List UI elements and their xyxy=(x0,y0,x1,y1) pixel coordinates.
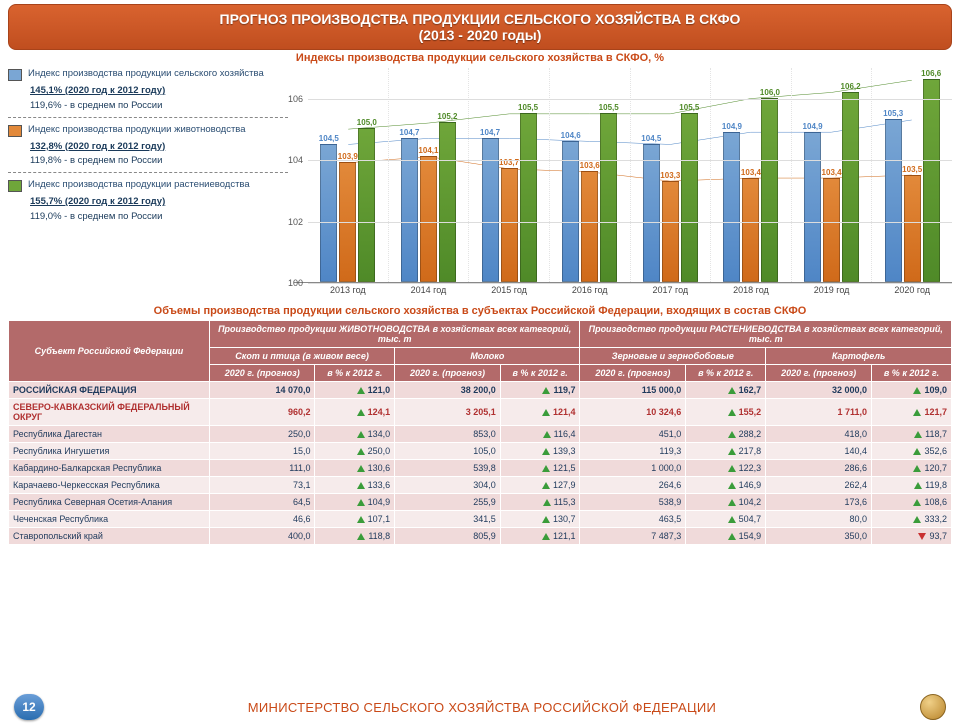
table-row: Республика Северная Осетия-Алания64,5104… xyxy=(9,494,952,511)
table-row: СЕВЕРО-КАВКАЗСКИЙ ФЕДЕРАЛЬНЫЙ ОКРУГ960,2… xyxy=(9,399,952,426)
trend-up-icon xyxy=(728,431,736,438)
trend-up-icon xyxy=(913,448,921,455)
chart-bar: 103,4 xyxy=(742,178,759,282)
footer-text: МИНИСТЕРСТВО СЕЛЬСКОГО ХОЗЯЙСТВА РОССИЙС… xyxy=(44,700,920,715)
trend-dn-icon xyxy=(918,533,926,540)
chart-bar: 103,5 xyxy=(904,175,921,283)
chart-bar: 104,5 xyxy=(320,144,337,282)
page-footer: 12 МИНИСТЕРСТВО СЕЛЬСКОГО ХОЗЯЙСТВА РОСС… xyxy=(0,694,960,720)
trend-up-icon xyxy=(543,499,551,506)
trend-up-icon xyxy=(357,448,365,455)
trend-up-icon xyxy=(357,499,365,506)
trend-up-icon xyxy=(357,409,365,416)
chart-bar: 105,3 xyxy=(885,119,902,282)
table-row: РОССИЙСКАЯ ФЕДЕРАЦИЯ14 070,0121,038 200,… xyxy=(9,382,952,399)
legend-label: Индекс производства продукции растениево… xyxy=(28,179,250,192)
chart-title: Индексы производства продукции сельского… xyxy=(0,52,960,64)
trend-up-icon xyxy=(728,482,736,489)
chart-bar: 104,9 xyxy=(723,132,740,283)
trend-up-icon xyxy=(542,533,550,540)
chart-bar: 103,4 xyxy=(823,178,840,282)
trend-up-icon xyxy=(542,516,550,523)
legend-swatch xyxy=(8,69,22,81)
chart-bar: 103,7 xyxy=(501,168,518,282)
legend-swatch xyxy=(8,180,22,192)
table-row: Республика Ингушетия15,0250,0105,0139,31… xyxy=(9,443,952,460)
trend-up-icon xyxy=(542,482,550,489)
trend-up-icon xyxy=(913,499,921,506)
chart-bar: 103,3 xyxy=(662,181,679,282)
trend-up-icon xyxy=(542,387,550,394)
trend-up-icon xyxy=(357,516,365,523)
trend-up-icon xyxy=(543,431,551,438)
trend-up-icon xyxy=(914,482,922,489)
chart-bar: 106,2 xyxy=(842,92,859,282)
legend-label: Индекс производства продукции сельского … xyxy=(28,68,264,81)
trend-up-icon xyxy=(728,516,736,523)
chart-bar: 105,5 xyxy=(681,113,698,282)
chart-bar: 105,0 xyxy=(358,128,375,282)
trend-up-icon xyxy=(357,387,365,394)
trend-up-icon xyxy=(728,387,736,394)
table-row: Республика Дагестан250,0134,0853,0116,44… xyxy=(9,426,952,443)
chart-bar: 106,6 xyxy=(923,79,940,282)
legend-swatch xyxy=(8,125,22,137)
table-row: Карачаево-Черкесская Республика73,1133,6… xyxy=(9,477,952,494)
chart-bar: 105,5 xyxy=(600,113,617,282)
chart-bar: 104,1 xyxy=(420,156,437,282)
chart-bar: 104,6 xyxy=(562,141,579,282)
trend-up-icon xyxy=(913,516,921,523)
trend-up-icon xyxy=(914,431,922,438)
chart-bar: 106,0 xyxy=(761,98,778,282)
page-header: ПРОГНОЗ ПРОИЗВОДСТВА ПРОДУКЦИИ СЕЛЬСКОГО… xyxy=(8,4,952,50)
trend-up-icon xyxy=(357,431,365,438)
page-number: 12 xyxy=(14,694,44,720)
chart-bar: 105,2 xyxy=(439,122,456,282)
trend-up-icon xyxy=(542,465,550,472)
trend-up-icon xyxy=(542,409,550,416)
chart-bar: 103,6 xyxy=(581,171,598,282)
table-row: Ставропольский край400,0118,8805,9121,17… xyxy=(9,528,952,545)
trend-up-icon xyxy=(728,409,736,416)
chart-bar: 104,9 xyxy=(804,132,821,283)
chart-bar: 105,5 xyxy=(520,113,537,282)
trend-up-icon xyxy=(913,465,921,472)
chart-bar: 104,5 xyxy=(643,144,660,282)
bar-chart: 104,5103,9105,02013 год104,7104,1105,220… xyxy=(294,68,952,283)
trend-up-icon xyxy=(728,465,736,472)
trend-up-icon xyxy=(728,448,736,455)
trend-up-icon xyxy=(357,482,365,489)
trend-up-icon xyxy=(357,533,365,540)
trend-up-icon xyxy=(913,387,921,394)
ministry-logo-icon xyxy=(920,694,946,720)
trend-up-icon xyxy=(728,533,736,540)
trend-up-icon xyxy=(728,499,736,506)
chart-legend: Индекс производства продукции сельского … xyxy=(8,68,288,283)
header-title: ПРОГНОЗ ПРОИЗВОДСТВА ПРОДУКЦИИ СЕЛЬСКОГО… xyxy=(9,11,951,43)
table-row: Кабардино-Балкарская Республика111,0130,… xyxy=(9,460,952,477)
trend-up-icon xyxy=(357,465,365,472)
table-row: Чеченская Республика46,6107,1341,5130,74… xyxy=(9,511,952,528)
trend-up-icon xyxy=(913,409,921,416)
legend-label: Индекс производства продукции животновод… xyxy=(28,124,246,137)
table-title: Объемы производства продукции сельского … xyxy=(8,305,952,317)
data-table: Субъект Российской ФедерацииПроизводство… xyxy=(8,320,952,545)
trend-up-icon xyxy=(542,448,550,455)
